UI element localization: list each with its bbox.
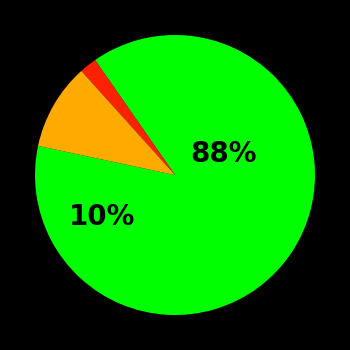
Wedge shape — [38, 71, 175, 175]
Wedge shape — [35, 35, 315, 315]
Text: 10%: 10% — [69, 203, 135, 231]
Text: 88%: 88% — [191, 140, 257, 168]
Wedge shape — [81, 60, 175, 175]
